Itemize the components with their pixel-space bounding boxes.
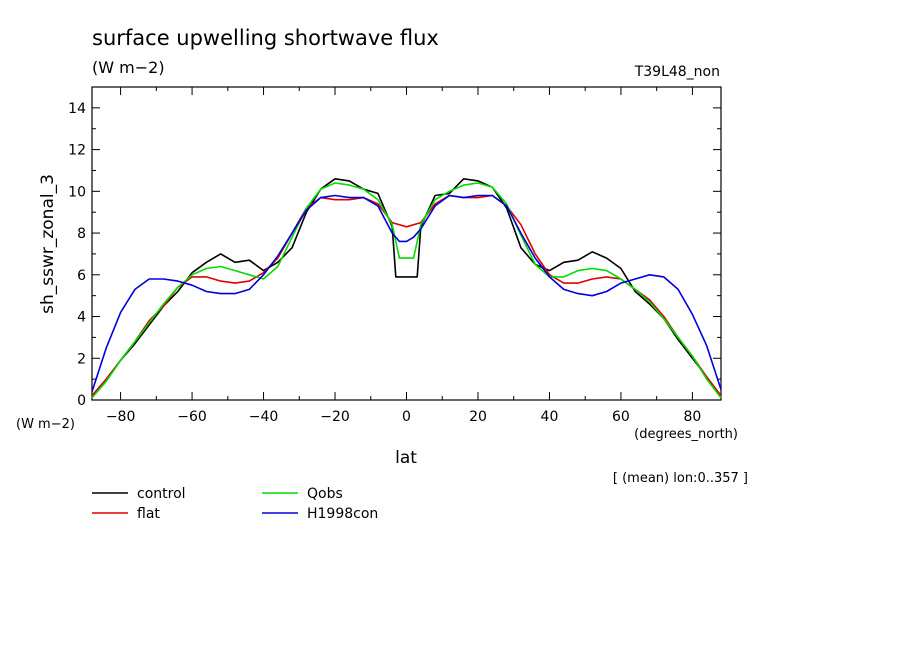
y-tick-label: 2 (77, 351, 86, 367)
plot-series (91, 178, 722, 399)
x-tick-label: −40 (249, 409, 279, 425)
mean-note: [ (mean) lon:0..357 ] (613, 471, 748, 486)
y-tick-label: 12 (68, 143, 86, 159)
legend-label-flat: flat (137, 506, 160, 522)
series-line-qobs (91, 182, 722, 399)
x-axis-label: lat (395, 448, 417, 468)
legend: control flat Qobs H1998con (92, 486, 378, 522)
x-tick-label: −60 (177, 409, 207, 425)
x-tick-label: −80 (106, 409, 136, 425)
y-tick-label: 0 (77, 393, 86, 409)
series-line-control (91, 178, 722, 397)
run-label: T39L48_non (634, 64, 720, 80)
x-tick-label: −20 (320, 409, 350, 425)
x-tick-label: 40 (541, 409, 559, 425)
x-tick-label: 0 (402, 409, 411, 425)
y-tick-label: 8 (77, 226, 86, 242)
y-tick-label: 10 (68, 184, 86, 200)
legend-label-control: control (137, 486, 186, 502)
plot-frame (91, 86, 722, 401)
y-tick-label: 14 (68, 101, 86, 117)
chart-title: surface upwelling shortwave flux (92, 26, 439, 50)
plot-axes: −80 −60 −40 −20 0 20 40 60 80 0 2 4 6 8 10 12 14 (68, 86, 722, 425)
y-tick-label: 4 (77, 310, 86, 326)
series-line-flat (91, 194, 722, 397)
legend-label-qobs: Qobs (307, 486, 343, 502)
x-tick-label: 80 (683, 409, 701, 425)
y-units-label: (W m−2) (16, 417, 75, 432)
y-axis-label: sh_sswr_zonal_3 (38, 174, 58, 314)
x-tick-label: 60 (612, 409, 630, 425)
series-line-h1998con (91, 194, 722, 392)
units-label: (W m−2) (92, 58, 165, 77)
y-tick-label: 6 (77, 268, 86, 284)
x-units-label: (degrees_north) (634, 427, 738, 442)
x-tick-label: 20 (469, 409, 487, 425)
legend-label-h1998con: H1998con (307, 506, 378, 522)
